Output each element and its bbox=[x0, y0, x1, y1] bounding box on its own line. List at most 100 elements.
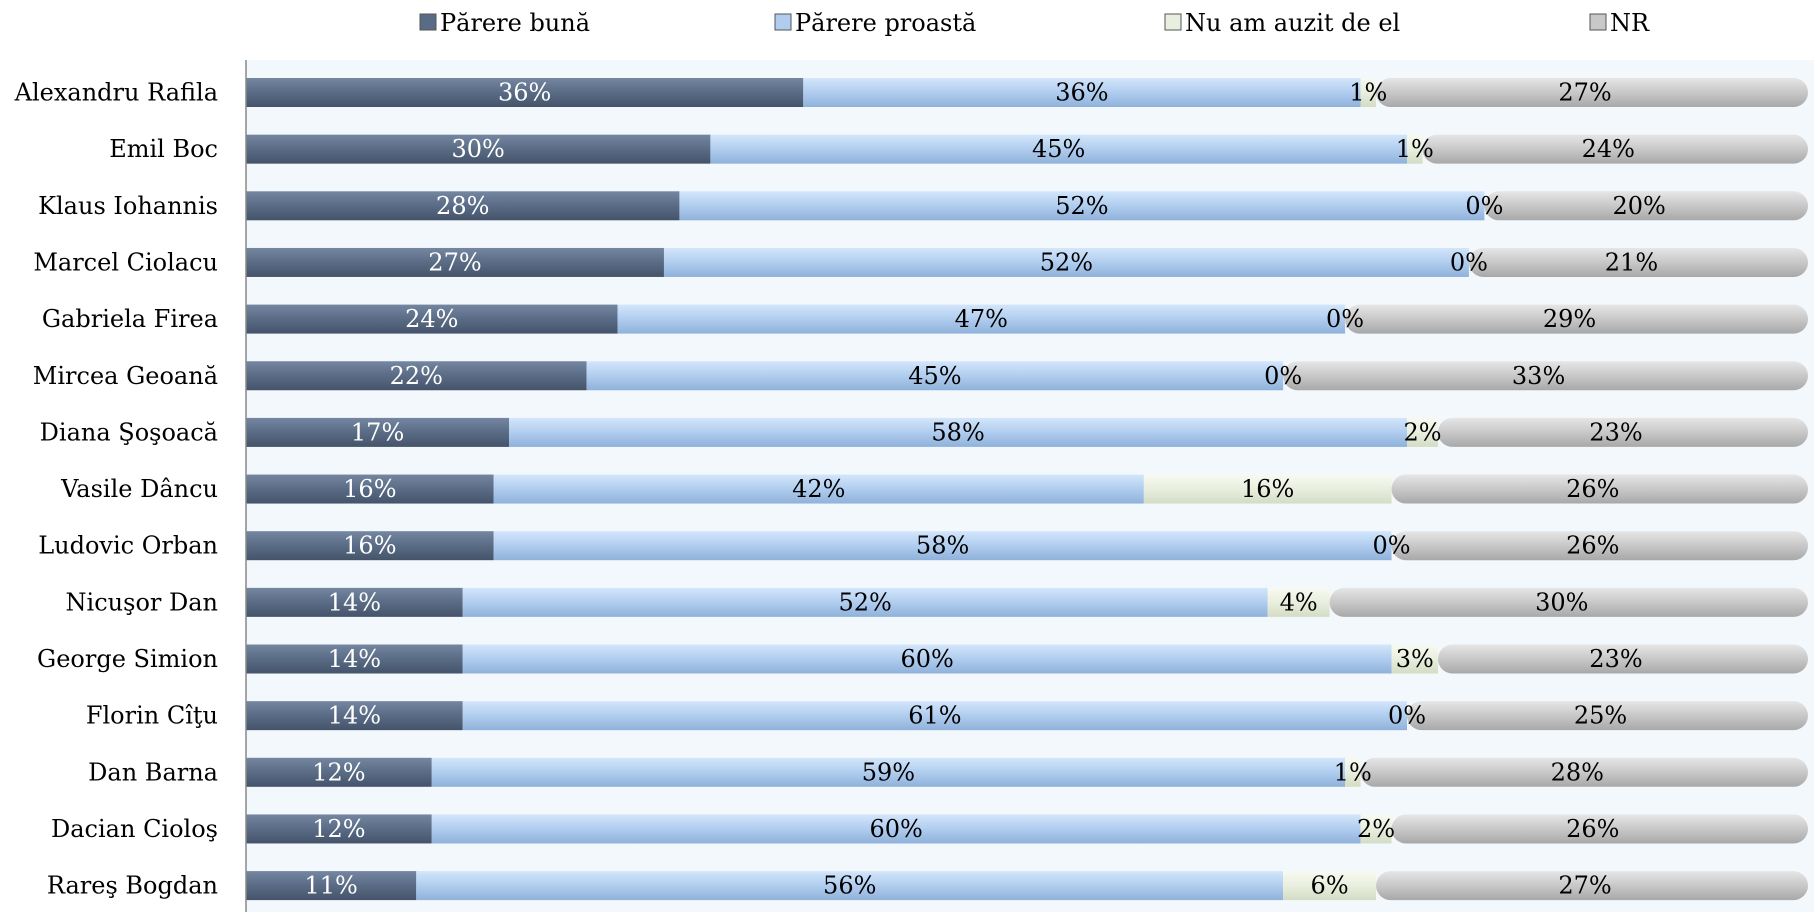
bar-segment-nu-am-auzit-de-el bbox=[1407, 417, 1438, 447]
data-label: 0% bbox=[1264, 362, 1302, 390]
data-label: 27% bbox=[428, 248, 481, 276]
bar-row-gabriela-firea: 24% 47% 0% 29% bbox=[246, 304, 1808, 334]
data-label: 52% bbox=[1040, 248, 1093, 276]
data-label: 17% bbox=[351, 418, 404, 446]
data-label: 16% bbox=[343, 532, 396, 560]
bar-row-klaus-iohannis: 28% 52% 0% 20% bbox=[246, 191, 1808, 221]
legend-swatch bbox=[1589, 13, 1607, 31]
bar-segment-parere-proasta bbox=[431, 757, 1346, 787]
data-label: 16% bbox=[1241, 475, 1294, 503]
category-label: Dacian Cioloş bbox=[51, 815, 218, 843]
data-label: 24% bbox=[1582, 135, 1635, 163]
bar-segment-parere-proasta bbox=[462, 701, 1408, 731]
bar-segment-parere-proasta bbox=[803, 78, 1361, 107]
bar-row-florin-citu: 14% 61% 0% 25% bbox=[246, 701, 1808, 731]
bar-segment-parere-buna bbox=[246, 814, 432, 844]
data-label: 28% bbox=[436, 192, 489, 220]
bar-segment-nr bbox=[1484, 191, 1808, 221]
legend: Părere bună Părere proastă Nu am auzit de … bbox=[419, 9, 1650, 37]
legend-item-parere-proasta: Părere proastă bbox=[774, 9, 976, 37]
bar-row-marcel-ciolacu: 27% 52% 0% 21% bbox=[246, 247, 1808, 277]
bar-segment-parere-buna bbox=[246, 531, 494, 561]
bar-segment-nr bbox=[1407, 701, 1808, 731]
data-label: 58% bbox=[931, 418, 984, 446]
legend-label: Părere bună bbox=[440, 9, 590, 37]
bar-segment-parere-proasta bbox=[493, 531, 1392, 561]
category-label: Florin Cîţu bbox=[86, 702, 218, 730]
bar-segment-parere-buna bbox=[246, 701, 463, 731]
bar-segment-nr bbox=[1329, 587, 1808, 617]
legend-item-parere-buna: Părere bună bbox=[419, 9, 590, 37]
category-label: Ludovic Orban bbox=[38, 532, 218, 560]
data-label: 14% bbox=[328, 588, 381, 616]
bar-segment-parere-proasta bbox=[586, 361, 1284, 391]
data-label: 47% bbox=[955, 305, 1008, 333]
data-label: 6% bbox=[1311, 872, 1349, 900]
data-label: 2% bbox=[1403, 418, 1441, 446]
data-label: 0% bbox=[1326, 305, 1364, 333]
data-label: 0% bbox=[1388, 702, 1426, 730]
bar-segment-parere-buna bbox=[246, 247, 664, 277]
bar-row-dacian-ciolos: 12% 60% 2% 26% bbox=[246, 814, 1808, 844]
data-label: 22% bbox=[390, 362, 443, 390]
bar-segment-nu-am-auzit-de-el bbox=[1360, 814, 1392, 844]
data-label: 1% bbox=[1349, 79, 1387, 107]
bar-segment-nr bbox=[1360, 757, 1808, 787]
data-label: 2% bbox=[1357, 815, 1395, 843]
data-label: 1% bbox=[1396, 135, 1434, 163]
bar-segment-parere-proasta bbox=[509, 417, 1407, 447]
data-label: 26% bbox=[1566, 532, 1619, 560]
category-label: Dan Barna bbox=[88, 758, 218, 786]
bar-segment-parere-proasta bbox=[431, 814, 1361, 844]
bar-row-ludovic-orban: 16% 58% 0% 26% bbox=[246, 531, 1808, 561]
data-label: 14% bbox=[328, 645, 381, 673]
data-label: 30% bbox=[1535, 588, 1588, 616]
bar-segment-nu-am-auzit-de-el bbox=[1267, 587, 1330, 617]
category-label: Marcel Ciolacu bbox=[33, 248, 218, 276]
bar-segment-parere-proasta bbox=[416, 871, 1284, 901]
bar-row-diana-sosoaca: 17% 58% 2% 23% bbox=[246, 417, 1808, 447]
data-label: 52% bbox=[839, 588, 892, 616]
bar-segment-nu-am-auzit-de-el bbox=[1345, 757, 1361, 787]
bar-segment-nu-am-auzit-de-el bbox=[1391, 644, 1438, 674]
bar-segment-parere-buna bbox=[246, 474, 494, 504]
category-label: Vasile Dâncu bbox=[60, 475, 218, 503]
data-label: 60% bbox=[900, 645, 953, 673]
category-label: Emil Boc bbox=[109, 135, 218, 163]
data-label: 23% bbox=[1589, 418, 1642, 446]
category-label: Nicuşor Dan bbox=[66, 588, 218, 616]
data-label: 23% bbox=[1589, 645, 1642, 673]
bar-segment-nr bbox=[1468, 247, 1808, 277]
data-label: 45% bbox=[1032, 135, 1085, 163]
category-label: Rareş Bogdan bbox=[47, 872, 218, 900]
bar-segment-parere-buna bbox=[246, 191, 680, 221]
data-label: 58% bbox=[916, 532, 969, 560]
legend-swatch bbox=[774, 13, 792, 31]
data-label: 56% bbox=[823, 872, 876, 900]
bar-segment-parere-proasta bbox=[462, 587, 1268, 617]
data-label: 4% bbox=[1280, 588, 1318, 616]
data-label: 21% bbox=[1605, 248, 1658, 276]
legend-label: NR bbox=[1610, 9, 1650, 37]
legend-swatch bbox=[1164, 13, 1182, 31]
data-label: 30% bbox=[452, 135, 505, 163]
bar-row-rares-bogdan: 11% 56% 6% 27% bbox=[246, 871, 1808, 901]
data-label: 25% bbox=[1574, 702, 1627, 730]
bar-segment-parere-buna bbox=[246, 78, 804, 107]
bar-row-george-simion: 14% 60% 3% 23% bbox=[246, 644, 1808, 674]
category-label: Alexandru Rafila bbox=[14, 79, 218, 107]
bar-segment-parere-proasta bbox=[617, 304, 1346, 334]
bar-segment-parere-proasta bbox=[493, 474, 1144, 504]
category-label: Mircea Geoană bbox=[33, 362, 218, 390]
bar-segment-nu-am-auzit-de-el bbox=[1283, 871, 1377, 901]
bar-row-nicusor-dan: 14% 52% 4% 30% bbox=[246, 587, 1808, 617]
bar-segment-parere-buna bbox=[246, 304, 618, 334]
bar-row-alexandru-rafila: 36% 36% 1% 27% bbox=[246, 78, 1808, 107]
category-label: George Simion bbox=[37, 645, 218, 673]
bar-row-emil-boc: 30% 45% 1% 24% bbox=[246, 134, 1808, 164]
data-label: 0% bbox=[1372, 532, 1410, 560]
data-label: 45% bbox=[908, 362, 961, 390]
legend-item-nu-am-auzit-de-el: Nu am auzit de el bbox=[1164, 9, 1400, 37]
bar-segment-parere-proasta bbox=[663, 247, 1469, 277]
